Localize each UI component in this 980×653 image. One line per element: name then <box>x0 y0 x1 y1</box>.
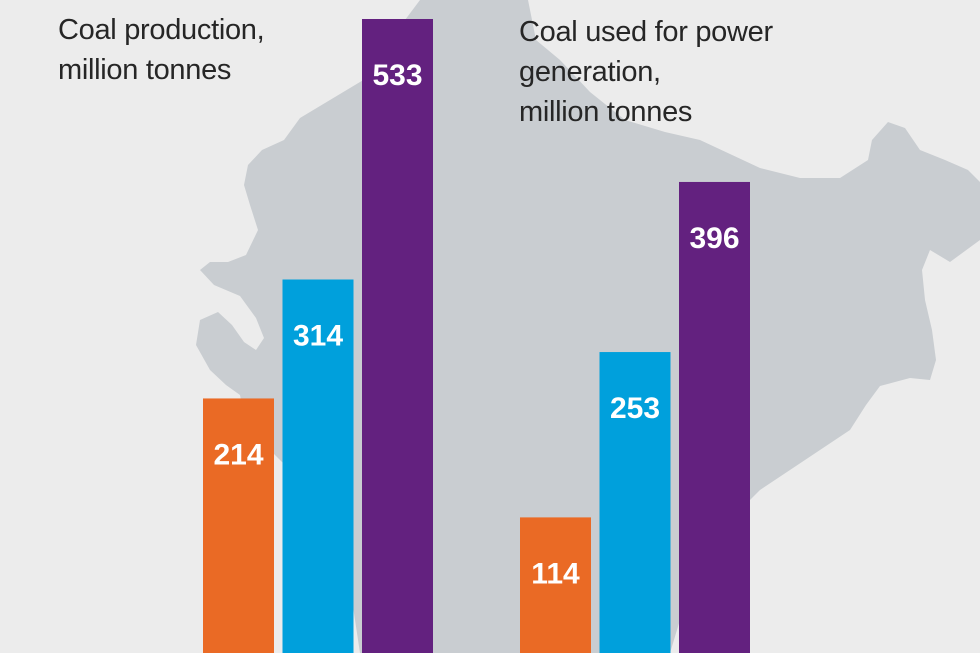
bar-1-3 <box>362 18 433 653</box>
bar-value-label-1-2: 314 <box>293 319 343 352</box>
bar-value-label-2-2: 253 <box>610 392 660 425</box>
bar-group-1: 214 314 533 <box>203 18 433 653</box>
bar-group-2: 114 253 396 <box>520 181 750 653</box>
chart-title-coal-power: Coal used for power generation, million … <box>519 16 773 128</box>
bar-value-label-1-3: 533 <box>372 59 422 92</box>
chart-title-coal-production: Coal production, million tonnes <box>58 14 265 86</box>
bar-value-label-1-1: 214 <box>213 438 263 471</box>
bar-2-1 <box>520 517 591 653</box>
bar-2-3 <box>679 181 750 653</box>
bar-2-2 <box>599 352 671 653</box>
bar-value-label-2-1: 114 <box>531 557 580 590</box>
bar-value-label-2-3: 396 <box>689 222 739 255</box>
bar-1-2 <box>282 279 354 653</box>
bar-1-1 <box>203 398 274 653</box>
